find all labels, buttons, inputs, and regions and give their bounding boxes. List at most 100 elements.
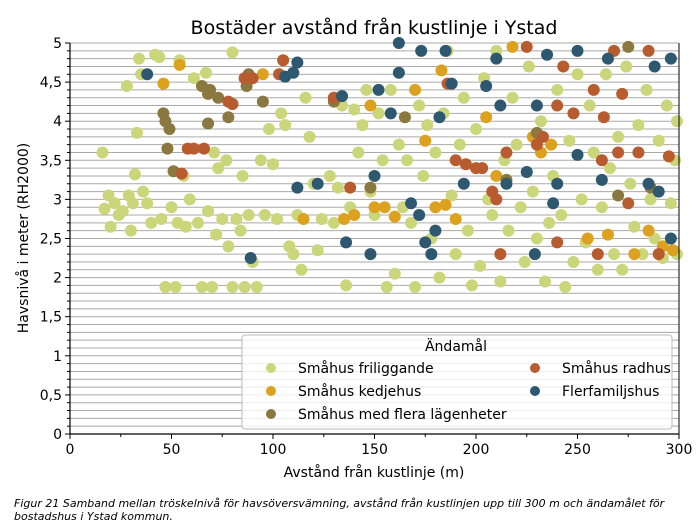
data-point [465,279,478,292]
data-point [648,60,661,73]
data-point [536,130,549,143]
data-point [258,209,271,222]
y-tick-label: 3 [53,192,62,208]
data-point [591,263,604,276]
data-point [662,150,675,163]
data-point [494,275,507,288]
data-point [622,40,635,53]
series-4 [141,37,677,265]
data-point [372,83,385,96]
data-point [348,103,361,116]
data-point [622,197,635,210]
data-point [409,280,422,293]
y-tick-label: 2 [53,271,62,287]
data-point [291,56,304,69]
data-point [514,201,527,214]
data-point [666,244,679,257]
data-point [421,119,434,132]
data-point [413,99,426,112]
data-point [206,280,219,293]
data-point [543,216,556,229]
data-point [364,181,377,194]
y-tick-label: 4 [53,114,62,130]
data-point [340,236,353,249]
data-point [388,210,401,223]
data-point [384,83,397,96]
data-point [195,280,208,293]
data-point [295,263,308,276]
data-point [612,146,625,159]
data-point [212,162,225,175]
data-point [642,177,655,190]
legend-marker [266,386,276,396]
data-point [137,185,150,198]
data-point [571,148,584,161]
data-point [664,197,677,210]
data-point [571,68,584,81]
legend-box [241,334,673,430]
data-point [303,130,316,143]
legend-label: Småhus med flera lägenheter [298,406,507,423]
data-point [376,154,389,167]
data-point [547,197,560,210]
data-point [480,80,493,93]
data-point [226,97,239,110]
data-point [624,177,637,190]
data-point [128,168,141,181]
data-point [530,232,543,245]
data-point [163,123,176,136]
y-tick-label: 1,5 [40,310,62,326]
y-tick-label: 1 [53,349,62,365]
data-point [169,280,182,293]
data-point [236,169,249,182]
data-point [520,40,533,53]
data-point [551,177,564,190]
data-point [563,134,576,147]
data-point [133,52,146,65]
data-point [220,154,233,167]
data-point [642,44,655,57]
legend-marker [266,363,276,373]
data-point [378,201,391,214]
data-point [534,115,547,128]
data-point [104,220,117,233]
data-point [494,248,507,261]
data-point [474,259,487,272]
data-point [500,177,513,190]
data-point [518,255,531,268]
data-point [571,44,584,57]
data-point [287,66,300,79]
data-point [583,99,596,112]
data-point [445,189,458,202]
data-point [216,212,229,225]
data-point [250,280,263,293]
data-point [277,54,290,67]
data-point [287,248,300,261]
data-point [340,279,353,292]
data-point [616,87,629,100]
data-point [244,252,257,265]
data-point [664,232,677,245]
data-point [331,181,344,194]
data-point [539,275,552,288]
legend-label: Småhus kedjehus [298,383,421,400]
data-point [652,248,665,261]
data-point [242,209,255,222]
data-point [470,123,482,136]
data-point [608,248,621,261]
data-point [279,119,292,132]
x-tick-label: 250 [564,442,591,458]
data-point [388,267,401,280]
data-point [480,111,493,124]
data-point [628,248,641,261]
data-point [628,220,641,233]
data-point [315,212,328,225]
data-point [210,228,223,241]
data-point [364,99,377,112]
data-point [616,263,629,276]
data-point [187,142,200,155]
data-point [595,154,608,167]
data-point [601,228,614,241]
data-point [368,201,381,214]
data-point [372,107,385,120]
